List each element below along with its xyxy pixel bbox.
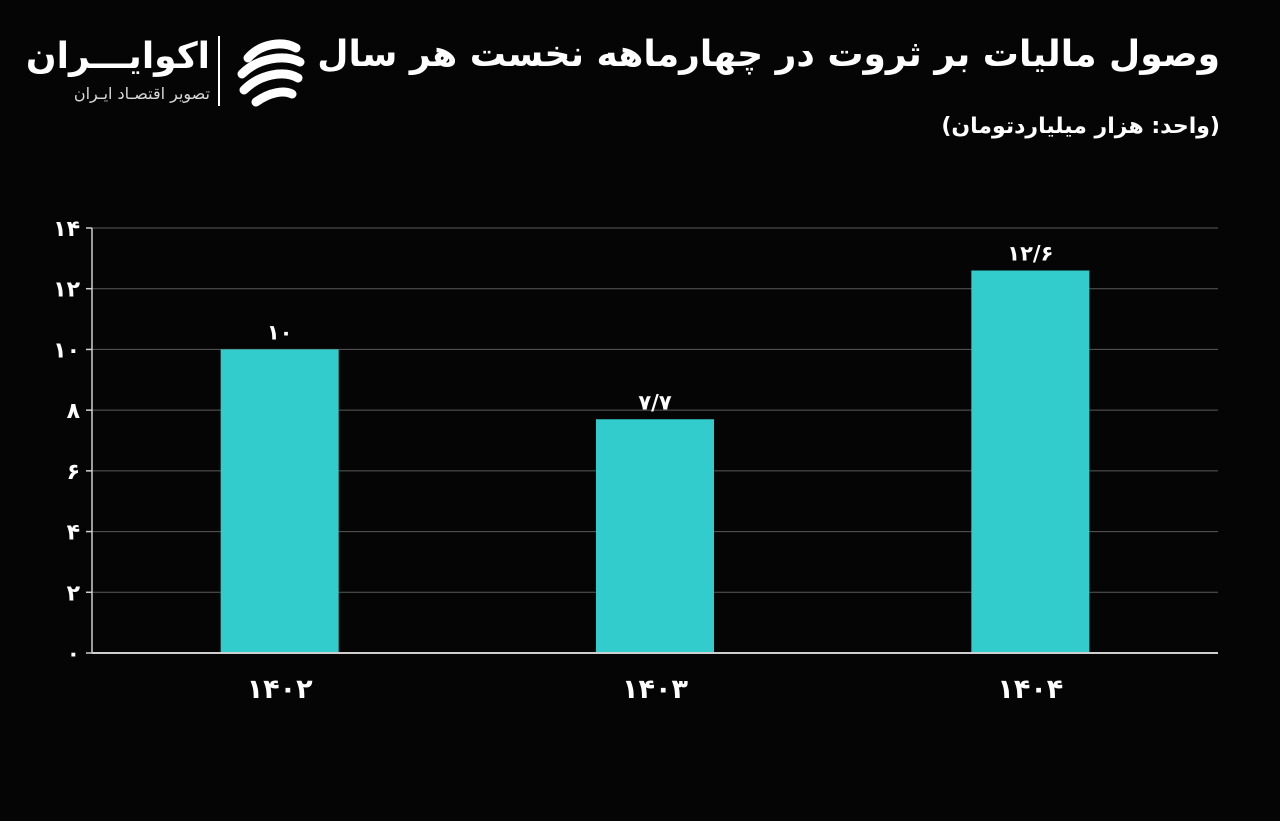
x-tick-label: ۱۴۰۲: [247, 674, 313, 705]
value-labels: ۱۰ ۷/۷ ۱۲/۶: [267, 242, 1054, 415]
brand-name: اکوایـــران: [25, 36, 210, 77]
y-tick-label: ۱۲: [53, 278, 80, 303]
bar: [971, 270, 1090, 653]
y-tick-label: ۶: [67, 460, 80, 485]
y-tick-label: ۴: [67, 521, 80, 546]
x-tick-label: ۱۴۰۴: [997, 674, 1063, 705]
x-tick-label: ۱۴۰۳: [622, 674, 688, 705]
chart-subtitle: (واحد: هزار میلیاردتومان): [941, 114, 1220, 139]
ecoiran-logo-icon: [237, 39, 305, 107]
x-axis-ticks: ۱۴۰۲ ۱۴۰۳ ۱۴۰۴: [247, 674, 1064, 705]
y-axis-ticks: ۰ ۲ ۴ ۶ ۸ ۱۰ ۱۲ ۱۴: [53, 217, 92, 667]
bar-value-label: ۱۲/۶: [1007, 242, 1053, 266]
axes: [91, 228, 1218, 654]
brand-divider: [218, 36, 220, 106]
y-tick-label: ۱۴: [53, 217, 80, 242]
bar: [596, 419, 714, 653]
bar-value-label: ۷/۷: [638, 390, 671, 414]
y-tick-label: ۱۰: [53, 338, 80, 363]
bar: [220, 349, 339, 653]
bar-value-label: ۱۰: [267, 320, 293, 344]
brand-tagline: تصویر اقتصـاد ایـران: [73, 84, 210, 103]
y-tick-label: ۰: [67, 642, 80, 667]
y-tick-label: ۸: [67, 399, 81, 424]
y-tick-label: ۲: [67, 581, 81, 606]
chart-title: وصول مالیات بر ثروت در چهارماهه نخست هر …: [317, 34, 1220, 75]
bars: [220, 270, 1090, 653]
